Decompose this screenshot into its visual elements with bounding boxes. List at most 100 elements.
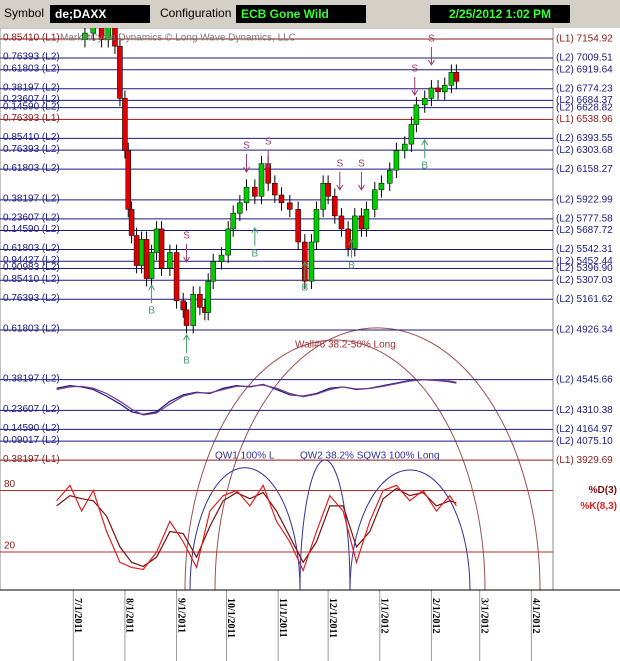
candle-body bbox=[230, 213, 236, 230]
level-price-label: (L2) 6628.82 bbox=[556, 102, 613, 113]
level-price-label: (L2) 4310.38 bbox=[556, 405, 613, 416]
arc bbox=[214, 327, 541, 591]
level-price-label: (L2) 5161.62 bbox=[556, 294, 613, 305]
level-ratio-label: 0.90983 (L2) bbox=[3, 262, 60, 273]
level-ratio-label: 0.14590 (L2) bbox=[3, 101, 60, 112]
osc-line bbox=[56, 484, 457, 573]
configuration-field[interactable]: ECB Gone Wild bbox=[236, 5, 366, 23]
signal-label: B bbox=[252, 249, 259, 260]
candle-body bbox=[441, 85, 448, 93]
candle-body bbox=[448, 72, 455, 86]
candle-body bbox=[243, 186, 250, 204]
datetime-field: 2/25/2012 1:02 PM bbox=[430, 5, 570, 23]
watermark: MarketCycle Dynamics © Long Wave Dynamic… bbox=[60, 33, 296, 44]
signal-arrow bbox=[148, 284, 156, 304]
plot-area bbox=[0, 28, 554, 591]
osc-legend: %D(3) bbox=[589, 485, 617, 496]
level-price-label: (L2) 5922.99 bbox=[556, 194, 613, 205]
signal-label: B bbox=[148, 306, 155, 317]
signal-arrow bbox=[421, 139, 429, 159]
candle-body bbox=[105, 28, 112, 40]
candle-body bbox=[82, 32, 88, 40]
x-tick-label: 10/1/2011 bbox=[225, 598, 236, 638]
candle-body bbox=[205, 280, 211, 313]
signal-arrow bbox=[411, 76, 419, 96]
candle-body bbox=[320, 183, 326, 210]
x-tick-label: 8/1/2011 bbox=[124, 598, 135, 633]
level-ratio-label: 0.76393 (L1) bbox=[3, 113, 60, 124]
signal-label: S bbox=[428, 34, 435, 45]
candle-body bbox=[428, 87, 435, 99]
level-ratio-label: 0.14590 (L2) bbox=[3, 224, 60, 235]
annotation: QW2 38.2% SQW3 100% Long bbox=[300, 451, 440, 462]
candle-body bbox=[295, 209, 301, 243]
candle-body bbox=[332, 196, 338, 217]
level-ratio-label: 0.76393 (L2) bbox=[3, 52, 60, 63]
candle-body bbox=[133, 235, 140, 266]
candle-body bbox=[393, 150, 400, 171]
level-ratio-label: 0.61803 (L2) bbox=[3, 324, 60, 335]
level-ratio-label: 0.23607 (L2) bbox=[3, 94, 60, 105]
symbol-field[interactable]: de;DAXX bbox=[50, 5, 150, 23]
signal-label: B bbox=[183, 356, 190, 367]
level-price-label: (L2) 4545.66 bbox=[556, 374, 613, 385]
toolbar: Symbol de;DAXX Configuration ECB Gone Wi… bbox=[0, 0, 620, 28]
signal-label: S bbox=[358, 159, 365, 170]
signal-arrow bbox=[243, 154, 250, 173]
level-ratio-label: 0.38197 (L2) bbox=[3, 193, 60, 204]
candle-body bbox=[378, 183, 385, 191]
candle-body bbox=[237, 202, 243, 214]
level-ratio-label: 0.85410 (L1) bbox=[3, 33, 60, 44]
symbol-label: Symbol bbox=[4, 6, 45, 20]
signal-arrow bbox=[427, 46, 435, 66]
osc-tick-label: 80 bbox=[4, 479, 16, 490]
candle-body bbox=[122, 98, 128, 151]
candle-body bbox=[125, 150, 132, 210]
candle-body bbox=[138, 239, 145, 266]
candle-body bbox=[345, 228, 351, 249]
candle-body bbox=[112, 28, 118, 47]
level-ratio-label: 0.85410 (L2) bbox=[3, 132, 60, 143]
level-ratio-label: 0.38197 (L1) bbox=[3, 454, 60, 465]
level-ratio-label: 0.76393 (L2) bbox=[3, 144, 60, 155]
level-ratio-label: 0.38197 (L2) bbox=[3, 82, 60, 93]
x-tick-label: 1/1/2012 bbox=[378, 598, 389, 634]
chart: 0.85410 (L1) (L1) 7154.92 0.76393 (L2) (L2)… bbox=[0, 28, 620, 661]
candle-body bbox=[287, 202, 293, 210]
signal-arrow bbox=[348, 238, 355, 258]
level-price-label: (L2) 4075.10 bbox=[556, 436, 613, 447]
signal-label: B bbox=[421, 161, 428, 172]
level-price-label: (L1) 7154.92 bbox=[556, 34, 613, 45]
signal-arrow bbox=[183, 334, 190, 353]
candle-body bbox=[252, 186, 258, 197]
level-ratio-label: 0.61803 (L2) bbox=[3, 163, 60, 174]
candle-body bbox=[413, 104, 420, 125]
level-ratio-label: 0.14590 (L2) bbox=[3, 423, 60, 434]
x-tick-label: 4/1/2012 bbox=[530, 598, 541, 634]
candle-body bbox=[143, 239, 150, 279]
candle-body bbox=[117, 45, 123, 99]
signal-label: S bbox=[265, 137, 272, 148]
signal-label: B bbox=[301, 283, 308, 294]
candle-body bbox=[210, 261, 216, 282]
candle-body bbox=[197, 293, 203, 308]
x-tick-label: 12/1/2011 bbox=[327, 598, 338, 638]
candle-body bbox=[402, 143, 408, 151]
level-price-label: (L2) 5452.44 bbox=[556, 256, 613, 267]
configuration-label: Configuration bbox=[160, 6, 232, 20]
arc bbox=[184, 339, 486, 591]
candle-body bbox=[421, 98, 428, 106]
candle-body bbox=[453, 72, 460, 82]
signal-label: S bbox=[243, 141, 250, 152]
candle-body bbox=[387, 169, 393, 184]
candle-body bbox=[408, 124, 415, 145]
level-ratio-label: 0.85410 (L2) bbox=[3, 274, 60, 285]
candle-body bbox=[325, 183, 331, 197]
level-price-label: (L2) 5687.72 bbox=[556, 225, 613, 236]
signal-arrow bbox=[358, 171, 365, 191]
level-price-label: (L2) 6684.37 bbox=[556, 95, 613, 106]
candle-body bbox=[225, 228, 231, 256]
level-price-label: (L2) 7009.51 bbox=[556, 53, 613, 64]
arc bbox=[189, 467, 301, 591]
